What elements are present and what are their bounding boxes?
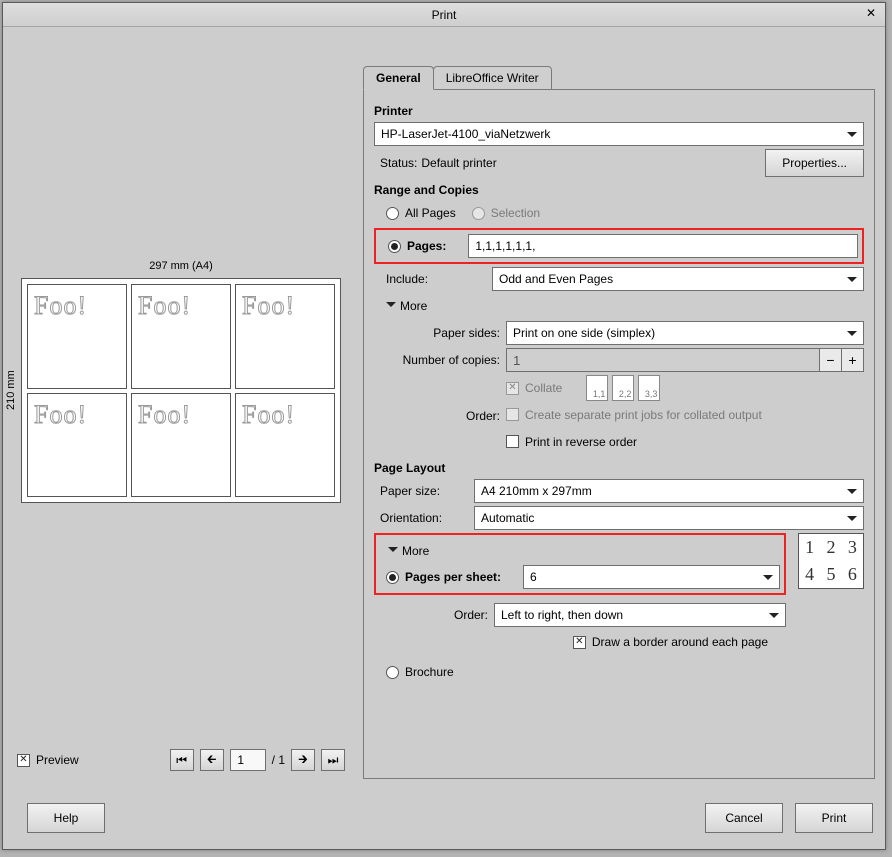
include-select[interactable]: Odd and Even Pages (492, 267, 864, 291)
pages-per-sheet-block: More Pages per sheet: 6 1 (374, 533, 864, 627)
copies-spinner[interactable]: − + (506, 348, 864, 372)
preview-pager: Preview ⏮ 🡰 / 1 🡲 ⏭ (17, 749, 345, 771)
section-layout: Page Layout (374, 461, 864, 475)
tab-general[interactable]: General (363, 66, 434, 90)
close-icon[interactable]: ✕ (863, 6, 879, 22)
order-separate-jobs-check: Create separate print jobs for collated … (506, 408, 762, 422)
draw-border-check[interactable]: Draw a border around each page (573, 635, 768, 649)
page-total-label: / 1 (272, 753, 285, 767)
orientation-select[interactable]: Automatic (474, 506, 864, 530)
layout-order-label: Order: (374, 608, 494, 622)
layout-order-select[interactable]: Left to right, then down (494, 603, 786, 627)
paper-size-select[interactable]: A4 210mm x 297mm (474, 479, 864, 503)
pps-label: Pages per sheet: (405, 570, 501, 584)
collate-check: Collate (506, 381, 562, 395)
pages-per-sheet-select[interactable]: 6 (523, 565, 780, 589)
plus-icon[interactable]: + (841, 349, 863, 371)
pages-input[interactable] (468, 234, 858, 258)
radio-icon (472, 207, 485, 220)
order-label: Order: (374, 409, 506, 423)
last-page-button[interactable]: ⏭ (321, 749, 345, 771)
checkbox-icon (506, 382, 519, 395)
preview-cell: Foo! (131, 284, 231, 389)
preview-cell: Foo! (27, 284, 127, 389)
reverse-order-check[interactable]: Print in reverse order (506, 435, 637, 449)
first-page-button[interactable]: ⏮ (170, 749, 194, 771)
checkbox-icon (506, 435, 519, 448)
radio-icon (386, 571, 399, 584)
window-title: Print (432, 8, 457, 22)
orientation-label: Orientation: (374, 511, 474, 525)
page-number-input[interactable] (230, 749, 266, 771)
print-button[interactable]: Print (795, 803, 873, 833)
titlebar: Print ✕ (3, 3, 885, 27)
pages-label: Pages: (407, 239, 446, 253)
printer-select[interactable]: HP-LaserJet-4100_viaNetzwerk (374, 122, 864, 146)
radio-brochure[interactable]: Brochure (386, 665, 454, 679)
settings-panel: General LibreOffice Writer Printer HP-La… (363, 64, 875, 779)
copies-label: Number of copies: (374, 353, 506, 367)
radio-pages-per-sheet[interactable]: Pages per sheet: (386, 570, 501, 584)
paper-sides-label: Paper sides: (374, 326, 506, 340)
status-value: Default printer (421, 156, 496, 170)
more-layout-disclosure[interactable]: More (380, 544, 429, 558)
preview-pane: 297 mm (A4) 210 mm Foo! Foo! Foo! Foo! F… (11, 58, 351, 779)
bottom-button-bar: Help Cancel Print (15, 799, 873, 837)
highlight-pages-row: Pages: (374, 228, 864, 264)
copies-input[interactable] (507, 349, 819, 371)
pps-grid-icon: 1 2 3 4 5 6 (798, 533, 864, 589)
more-range-disclosure[interactable]: More (374, 299, 427, 313)
paper-sides-select[interactable]: Print on one side (simplex) (506, 321, 864, 345)
radio-selection: Selection (472, 206, 540, 220)
preview-width-label: 297 mm (A4) (21, 260, 341, 272)
preview-sheet-wrap: 297 mm (A4) 210 mm Foo! Foo! Foo! Foo! F… (21, 278, 341, 503)
checkbox-icon (17, 754, 30, 767)
properties-button[interactable]: Properties... (765, 149, 864, 177)
collate-icon: 1,1 2,2 3,3 (586, 375, 660, 401)
tab-libreoffice-writer[interactable]: LibreOffice Writer (433, 66, 552, 90)
section-range: Range and Copies (374, 183, 864, 197)
preview-toggle-check[interactable]: Preview (17, 753, 79, 767)
next-page-button[interactable]: 🡲 (291, 749, 315, 771)
checkbox-icon (573, 636, 586, 649)
preview-cell: Foo! (235, 393, 335, 498)
checkbox-icon (506, 408, 519, 421)
radio-icon (386, 666, 399, 679)
minus-icon[interactable]: − (819, 349, 841, 371)
preview-sheet: Foo! Foo! Foo! Foo! Foo! Foo! (21, 278, 341, 503)
help-button[interactable]: Help (27, 803, 105, 833)
radio-pages[interactable]: Pages: (388, 239, 446, 253)
preview-toggle-label: Preview (36, 753, 79, 767)
cancel-button[interactable]: Cancel (705, 803, 783, 833)
highlight-pages-per-sheet: More Pages per sheet: 6 (374, 533, 786, 595)
print-dialog: Print ✕ 297 mm (A4) 210 mm Foo! Foo! Foo… (2, 2, 886, 850)
tab-panel-general: Printer HP-LaserJet-4100_viaNetzwerk Sta… (363, 89, 875, 779)
radio-icon (386, 207, 399, 220)
include-label: Include: (374, 272, 492, 286)
preview-height-label: 210 mm (5, 278, 17, 503)
preview-cell: Foo! (131, 393, 231, 498)
radio-icon (388, 240, 401, 253)
status-label: Status: (380, 156, 417, 170)
tab-bar: General LibreOffice Writer (363, 64, 875, 90)
section-printer: Printer (374, 104, 864, 118)
paper-size-label: Paper size: (374, 484, 474, 498)
prev-page-button[interactable]: 🡰 (200, 749, 224, 771)
preview-cell: Foo! (235, 284, 335, 389)
preview-cell: Foo! (27, 393, 127, 498)
radio-all-pages[interactable]: All Pages (386, 206, 456, 220)
